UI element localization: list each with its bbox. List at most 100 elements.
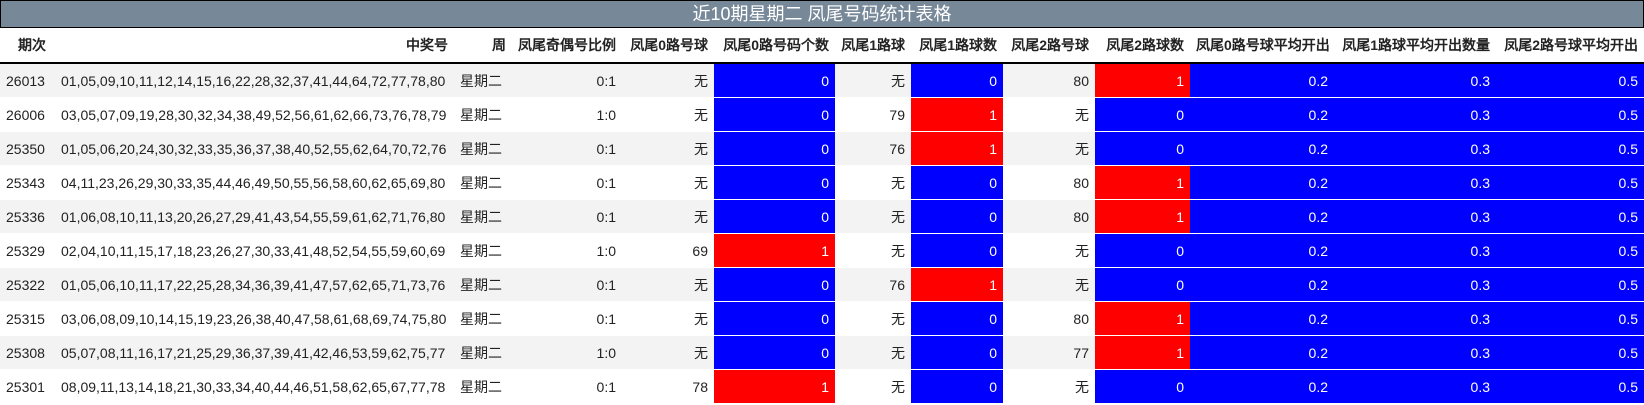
table-row: 25315 03,06,08,09,10,14,15,19,23,26,38,40…: [0, 301, 1644, 336]
cell-road2-avg: 0.5: [1496, 267, 1644, 302]
cell-road0-avg: 0.2: [1190, 301, 1334, 336]
cell-road1-ball: 无: [835, 165, 911, 200]
cell-period: 25315: [0, 301, 55, 336]
cell-road2-count: 1: [1095, 63, 1190, 98]
table-row: 25336 01,06,08,10,11,13,20,26,27,29,41,43…: [0, 199, 1644, 234]
cell-weekday: 星期二: [454, 199, 512, 234]
table-row: 25329 02,04,10,11,15,17,18,23,26,27,30,33…: [0, 233, 1644, 268]
cell-road1-ball: 无: [835, 301, 911, 336]
cell-road0-avg: 0.2: [1190, 267, 1334, 302]
header-col-road0-count[interactable]: 凤尾0路号码个数: [714, 28, 835, 64]
cell-road2-count: 1: [1095, 165, 1190, 200]
table-row: 26006 03,05,07,09,19,28,30,32,34,38,49,52…: [0, 97, 1644, 132]
table-row: 25322 01,05,06,10,11,17,22,25,28,34,36,39…: [0, 267, 1644, 302]
cell-road2-avg: 0.5: [1496, 335, 1644, 370]
cell-odd-even-ratio: 0:1: [512, 131, 622, 166]
cell-road0-avg: 0.2: [1190, 233, 1334, 268]
cell-weekday: 星期二: [454, 369, 512, 404]
cell-road2-count: 0: [1095, 131, 1190, 166]
cell-road1-ball: 无: [835, 63, 911, 98]
cell-road1-count: 0: [911, 199, 1003, 234]
cell-road1-avg: 0.3: [1334, 165, 1496, 200]
cell-road0-avg: 0.2: [1190, 369, 1334, 404]
header-col-road1-ball[interactable]: 凤尾1路球: [835, 28, 911, 64]
header-col-road2-avg[interactable]: 凤尾2路号球平均开出: [1496, 28, 1644, 64]
cell-road0-ball: 69: [622, 233, 714, 268]
cell-road2-ball: 无: [1003, 267, 1095, 302]
table-row: 25301 08,09,11,13,14,18,21,30,33,34,40,44…: [0, 369, 1644, 404]
cell-road2-ball: 无: [1003, 131, 1095, 166]
cell-winning-numbers: 01,05,06,20,24,30,32,33,35,36,37,38,40,5…: [55, 131, 454, 166]
cell-road2-ball: 无: [1003, 97, 1095, 132]
cell-road2-ball: 80: [1003, 301, 1095, 336]
cell-road1-avg: 0.3: [1334, 267, 1496, 302]
cell-weekday: 星期二: [454, 335, 512, 370]
cell-winning-numbers: 03,05,07,09,19,28,30,32,34,38,49,52,56,6…: [55, 97, 454, 132]
cell-road0-ball: 无: [622, 63, 714, 98]
cell-road1-ball: 76: [835, 131, 911, 166]
cell-road0-ball: 无: [622, 301, 714, 336]
cell-road1-count: 0: [911, 301, 1003, 336]
cell-road0-ball: 无: [622, 335, 714, 370]
cell-road2-avg: 0.5: [1496, 301, 1644, 336]
header-col-odd-even-ratio[interactable]: 凤尾奇偶号比例: [512, 28, 622, 64]
cell-weekday: 星期二: [454, 165, 512, 200]
stats-table: 期次 中奖号周凤尾奇偶号比例 凤尾0路号球 凤尾0路号码个数 凤尾1路球 凤尾1路球数 凤尾…: [0, 28, 1644, 404]
cell-odd-even-ratio: 0:1: [512, 165, 622, 200]
header-col-road1-count[interactable]: 凤尾1路球数: [911, 28, 1003, 64]
cell-road0-avg: 0.2: [1190, 335, 1334, 370]
header-col-road0-avg[interactable]: 凤尾0路号球平均开出: [1190, 28, 1334, 64]
cell-road1-count: 1: [911, 97, 1003, 132]
header-col-weekday[interactable]: 周: [454, 28, 512, 64]
cell-period: 26013: [0, 63, 55, 98]
cell-road2-ball: 无: [1003, 369, 1095, 404]
cell-weekday: 星期二: [454, 97, 512, 132]
cell-road1-count: 1: [911, 131, 1003, 166]
cell-odd-even-ratio: 0:1: [512, 199, 622, 234]
cell-road1-ball: 无: [835, 335, 911, 370]
cell-road0-ball: 无: [622, 131, 714, 166]
cell-period: 26006: [0, 97, 55, 132]
cell-road0-avg: 0.2: [1190, 131, 1334, 166]
cell-road1-ball: 无: [835, 199, 911, 234]
header-col-period[interactable]: 期次: [0, 28, 55, 64]
cell-winning-numbers: 01,06,08,10,11,13,20,26,27,29,41,43,54,5…: [55, 199, 454, 234]
cell-road0-ball: 无: [622, 267, 714, 302]
cell-road0-avg: 0.2: [1190, 199, 1334, 234]
cell-road1-count: 0: [911, 233, 1003, 268]
cell-weekday: 星期二: [454, 131, 512, 166]
cell-road2-avg: 0.5: [1496, 63, 1644, 98]
header-col-road1-avg[interactable]: 凤尾1路球平均开出数量: [1334, 28, 1496, 64]
cell-odd-even-ratio: 1:0: [512, 97, 622, 132]
cell-road1-avg: 0.3: [1334, 199, 1496, 234]
cell-road1-avg: 0.3: [1334, 369, 1496, 404]
cell-odd-even-ratio: 1:0: [512, 335, 622, 370]
cell-road1-avg: 0.3: [1334, 63, 1496, 98]
cell-winning-numbers: 05,07,08,11,16,17,21,25,29,36,37,39,41,4…: [55, 335, 454, 370]
cell-winning-numbers: 02,04,10,11,15,17,18,23,26,27,30,33,41,4…: [55, 233, 454, 268]
cell-odd-even-ratio: 0:1: [512, 369, 622, 404]
cell-road0-avg: 0.2: [1190, 165, 1334, 200]
cell-road1-ball: 79: [835, 97, 911, 132]
cell-road2-count: 1: [1095, 335, 1190, 370]
cell-road2-count: 0: [1095, 267, 1190, 302]
header-col-winning-numbers[interactable]: 中奖号: [55, 28, 454, 64]
cell-road2-ball: 无: [1003, 233, 1095, 268]
cell-period: 25329: [0, 233, 55, 268]
cell-period: 25301: [0, 369, 55, 404]
cell-road0-ball: 无: [622, 199, 714, 234]
header-col-road0-ball[interactable]: 凤尾0路号球: [622, 28, 714, 64]
cell-period: 25336: [0, 199, 55, 234]
cell-road0-count: 0: [714, 335, 835, 370]
cell-road1-avg: 0.3: [1334, 335, 1496, 370]
cell-road2-count: 0: [1095, 97, 1190, 132]
cell-road0-ball: 无: [622, 165, 714, 200]
header-col-road2-ball[interactable]: 凤尾2路号球: [1003, 28, 1095, 64]
cell-road0-count: 1: [714, 233, 835, 268]
cell-winning-numbers: 01,05,09,10,11,12,14,15,16,22,28,32,37,4…: [55, 63, 454, 98]
cell-road0-count: 0: [714, 199, 835, 234]
header-col-road2-count[interactable]: 凤尾2路球数: [1095, 28, 1190, 64]
cell-road0-count: 0: [714, 165, 835, 200]
cell-road2-avg: 0.5: [1496, 97, 1644, 132]
cell-road2-count: 1: [1095, 301, 1190, 336]
